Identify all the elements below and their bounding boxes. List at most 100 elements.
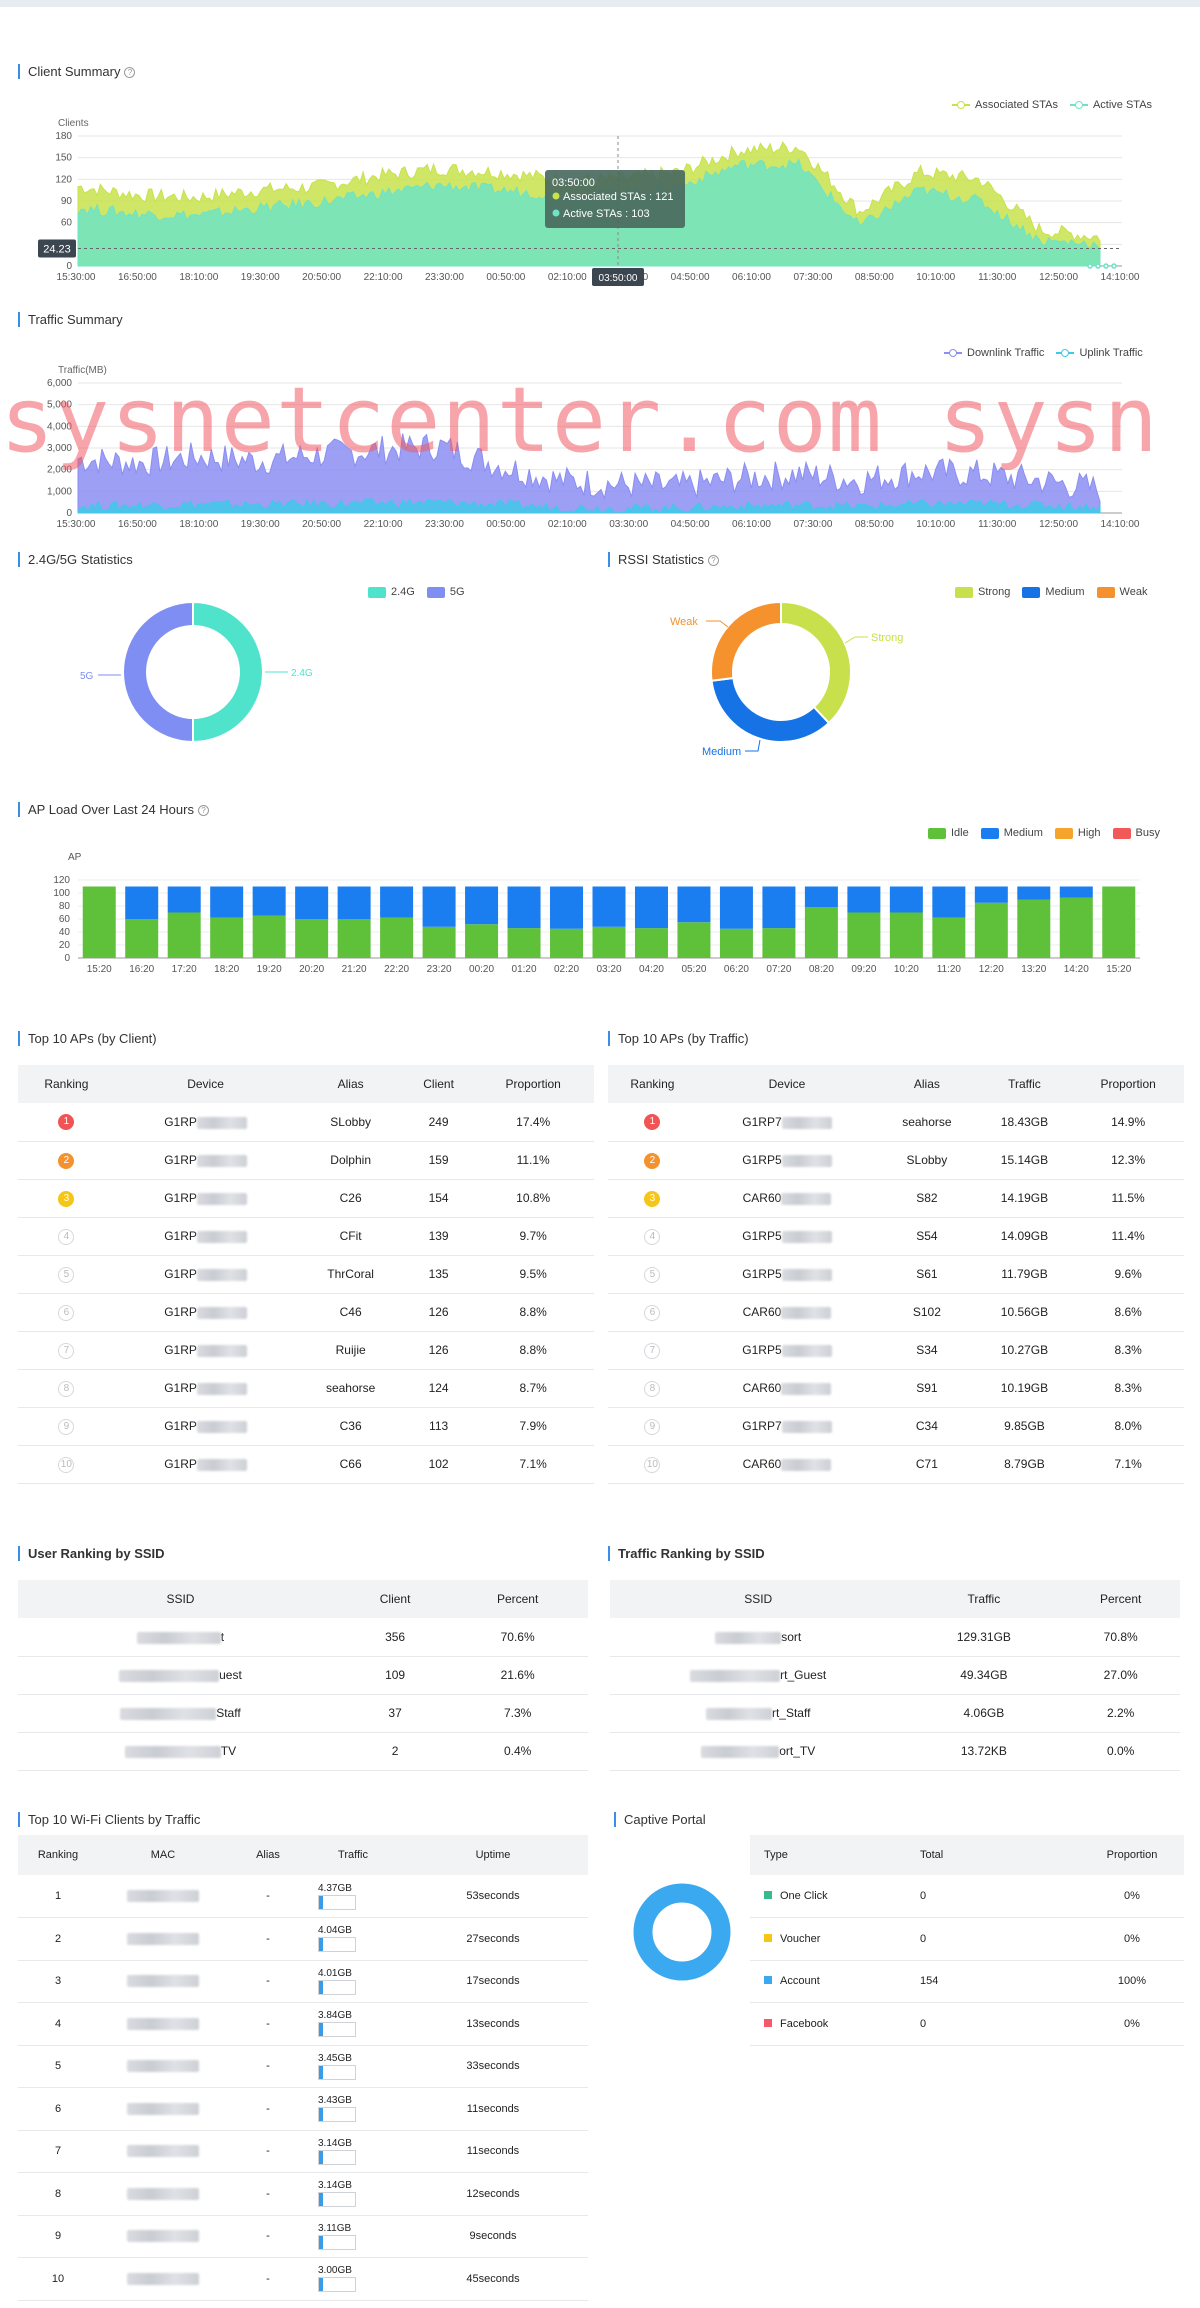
table-row[interactable]: 1 - 4.37GB 53seconds bbox=[18, 1875, 588, 1918]
legend-weak[interactable]: Weak bbox=[1096, 586, 1147, 598]
bar-idle[interactable] bbox=[1017, 899, 1051, 959]
legend-5g[interactable]: 5G bbox=[426, 586, 465, 598]
bar-idle[interactable] bbox=[422, 926, 456, 958]
slice-strong[interactable] bbox=[780, 600, 852, 725]
table-row[interactable]: 6 - 3.43GB 11seconds bbox=[18, 2087, 588, 2131]
table-row[interactable]: 7 G1RP5 S34 10.27GB 8.3% bbox=[608, 1331, 1184, 1370]
table-row[interactable]: Voucher 0 0% bbox=[750, 1917, 1184, 1961]
bar-medium[interactable] bbox=[1059, 886, 1093, 898]
bar-idle[interactable] bbox=[1059, 897, 1093, 958]
table-row[interactable]: 8 - 3.14GB 12seconds bbox=[18, 2172, 588, 2216]
table-row[interactable]: 3 G1RP C26 154 10.8% bbox=[18, 1179, 594, 1218]
table-row[interactable]: Facebook 0 0% bbox=[750, 2002, 1184, 2046]
bar-medium[interactable] bbox=[719, 886, 753, 929]
legend-2g[interactable]: 2.4G bbox=[368, 586, 415, 598]
table-row[interactable]: 6 CAR60 S102 10.56GB 8.6% bbox=[608, 1293, 1184, 1332]
bar-medium[interactable] bbox=[889, 886, 923, 913]
slice-2-4g[interactable] bbox=[192, 600, 264, 744]
table-row[interactable]: 9 - 3.11GB 9seconds bbox=[18, 2215, 588, 2258]
bar-idle[interactable] bbox=[1102, 886, 1136, 959]
bar-idle[interactable] bbox=[762, 928, 796, 958]
legend-medium-load[interactable]: Medium bbox=[980, 827, 1043, 839]
bar-idle[interactable] bbox=[167, 912, 201, 959]
bar-medium[interactable] bbox=[974, 886, 1008, 903]
bar-idle[interactable] bbox=[634, 928, 668, 958]
bar-medium[interactable] bbox=[210, 886, 244, 918]
table-row[interactable]: 8 G1RP seahorse 124 8.7% bbox=[18, 1369, 594, 1408]
bar-medium[interactable] bbox=[507, 886, 541, 929]
help-icon[interactable]: ? bbox=[707, 555, 719, 566]
table-row[interactable]: 10 G1RP C66 102 7.1% bbox=[18, 1445, 594, 1484]
bar-medium[interactable] bbox=[634, 886, 668, 929]
bar-medium[interactable] bbox=[295, 886, 329, 920]
bar-idle[interactable] bbox=[804, 907, 838, 958]
traffic-summary-chart[interactable]: Traffic(MB) 6,000 5,000 4,000 3,000 2,000 1,00… bbox=[0, 355, 1200, 535]
table-row[interactable]: rt_Guest 49.34GB 27.0% bbox=[610, 1656, 1180, 1695]
bar-idle[interactable] bbox=[719, 928, 753, 958]
bar-medium[interactable] bbox=[804, 886, 838, 908]
slice-medium[interactable] bbox=[710, 676, 831, 743]
bar-idle[interactable] bbox=[507, 928, 541, 958]
bar-idle[interactable] bbox=[592, 926, 626, 958]
table-row[interactable]: 8 CAR60 S91 10.19GB 8.3% bbox=[608, 1369, 1184, 1408]
table-row[interactable]: t 356 70.6% bbox=[18, 1618, 588, 1657]
bar-idle[interactable] bbox=[380, 917, 414, 958]
table-row[interactable]: TV 2 0.4% bbox=[18, 1732, 588, 1771]
ap-load-chart[interactable]: AP 120 100 80 60 40 20 0 15:20 16:20 17:20 18:20 19:… bbox=[0, 846, 1200, 981]
bar-idle[interactable] bbox=[210, 917, 244, 958]
table-row[interactable]: 1 G1RP7 seahorse 18.43GB 14.9% bbox=[608, 1103, 1184, 1142]
bar-medium[interactable] bbox=[380, 886, 414, 918]
table-row[interactable]: ort_TV 13.72KB 0.0% bbox=[610, 1732, 1180, 1771]
table-row[interactable]: 7 - 3.14GB 11seconds bbox=[18, 2130, 588, 2173]
table-row[interactable]: Account 154 100% bbox=[750, 1960, 1184, 2003]
legend-uplink[interactable]: Uplink Traffic bbox=[1056, 347, 1143, 359]
table-row[interactable]: Staff 37 7.3% bbox=[18, 1694, 588, 1733]
bar-medium[interactable] bbox=[550, 886, 584, 929]
captive-portal-donut[interactable] bbox=[630, 1880, 735, 1985]
series-area-downlink-traffic[interactable] bbox=[77, 433, 1101, 514]
legend-associated[interactable]: Associated STAs bbox=[952, 99, 1058, 111]
bar-idle[interactable] bbox=[932, 917, 966, 958]
bar-medium[interactable] bbox=[762, 886, 796, 929]
bar-idle[interactable] bbox=[465, 924, 499, 958]
bar-idle[interactable] bbox=[889, 912, 923, 959]
table-row[interactable]: 4 - 3.84GB 13seconds bbox=[18, 2002, 588, 2046]
table-row[interactable]: 5 G1RP5 S61 11.79GB 9.6% bbox=[608, 1255, 1184, 1294]
table-row[interactable]: sort 129.31GB 70.8% bbox=[610, 1618, 1180, 1657]
table-row[interactable]: 5 G1RP ThrCoral 135 9.5% bbox=[18, 1255, 594, 1294]
bar-medium[interactable] bbox=[1017, 886, 1051, 900]
bar-medium[interactable] bbox=[932, 886, 966, 918]
legend-idle[interactable]: Idle bbox=[928, 827, 969, 839]
bar-medium[interactable] bbox=[252, 886, 286, 916]
bar-medium[interactable] bbox=[125, 886, 159, 920]
legend-downlink[interactable]: Downlink Traffic bbox=[944, 347, 1044, 359]
bar-idle[interactable] bbox=[337, 919, 371, 958]
slice-weak[interactable] bbox=[710, 600, 782, 682]
client-summary-chart[interactable]: Clients180150120906030015:30:0016:50:001… bbox=[0, 108, 1200, 293]
table-row[interactable]: uest 109 21.6% bbox=[18, 1656, 588, 1695]
bar-medium[interactable] bbox=[337, 886, 371, 920]
bar-medium[interactable] bbox=[847, 886, 881, 913]
bar-idle[interactable] bbox=[677, 922, 711, 958]
bar-medium[interactable] bbox=[465, 886, 499, 925]
bar-medium[interactable] bbox=[677, 886, 711, 923]
legend-active[interactable]: Active STAs bbox=[1069, 99, 1152, 111]
help-icon[interactable]: ? bbox=[197, 805, 209, 816]
table-row[interactable]: 4 G1RP5 S54 14.09GB 11.4% bbox=[608, 1217, 1184, 1256]
bar-idle[interactable] bbox=[847, 912, 881, 959]
table-row[interactable]: 9 G1RP7 C34 9.85GB 8.0% bbox=[608, 1407, 1184, 1446]
table-row[interactable]: 2 - 4.04GB 27seconds bbox=[18, 1917, 588, 1961]
bar-idle[interactable] bbox=[295, 919, 329, 958]
table-row[interactable]: 7 G1RP Ruijie 126 8.8% bbox=[18, 1331, 594, 1370]
bar-medium[interactable] bbox=[592, 886, 626, 927]
legend-busy[interactable]: Busy bbox=[1112, 827, 1160, 839]
series-area-uplink-traffic[interactable] bbox=[77, 498, 1101, 514]
legend-high[interactable]: High bbox=[1054, 827, 1101, 839]
table-row[interactable]: 10 - 3.00GB 45seconds bbox=[18, 2257, 588, 2301]
band-donut-chart[interactable]: 2.4G 5G bbox=[60, 585, 360, 755]
table-row[interactable]: 3 CAR60 S82 14.19GB 11.5% bbox=[608, 1179, 1184, 1218]
table-row[interactable]: 2 G1RP Dolphin 159 11.1% bbox=[18, 1141, 594, 1180]
table-row[interactable]: 6 G1RP C46 126 8.8% bbox=[18, 1293, 594, 1332]
slice-5g[interactable] bbox=[122, 600, 194, 744]
help-icon[interactable]: ? bbox=[124, 67, 136, 78]
